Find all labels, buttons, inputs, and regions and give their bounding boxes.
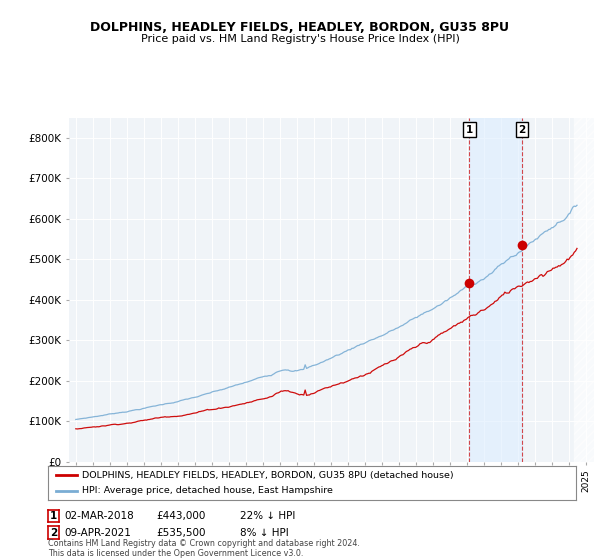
Bar — [469, 118, 522, 462]
Text: 02-MAR-2018: 02-MAR-2018 — [65, 511, 134, 521]
Text: £443,000: £443,000 — [156, 511, 205, 521]
Text: 09-APR-2021: 09-APR-2021 — [65, 528, 131, 538]
Text: DOLPHINS, HEADLEY FIELDS, HEADLEY, BORDON, GU35 8PU: DOLPHINS, HEADLEY FIELDS, HEADLEY, BORDO… — [91, 21, 509, 34]
Text: DOLPHINS, HEADLEY FIELDS, HEADLEY, BORDON, GU35 8PU (detached house): DOLPHINS, HEADLEY FIELDS, HEADLEY, BORDO… — [82, 471, 454, 480]
Text: 2: 2 — [50, 528, 57, 538]
Text: HPI: Average price, detached house, East Hampshire: HPI: Average price, detached house, East… — [82, 486, 333, 495]
Text: £535,500: £535,500 — [156, 528, 205, 538]
Text: 1: 1 — [50, 511, 57, 521]
Bar — [574, 118, 594, 462]
Text: Contains HM Land Registry data © Crown copyright and database right 2024.
This d: Contains HM Land Registry data © Crown c… — [48, 539, 360, 558]
Text: Price paid vs. HM Land Registry's House Price Index (HPI): Price paid vs. HM Land Registry's House … — [140, 34, 460, 44]
Text: 22% ↓ HPI: 22% ↓ HPI — [240, 511, 295, 521]
Text: 1: 1 — [466, 125, 473, 135]
Text: 2: 2 — [518, 125, 526, 135]
Text: 8% ↓ HPI: 8% ↓ HPI — [240, 528, 289, 538]
